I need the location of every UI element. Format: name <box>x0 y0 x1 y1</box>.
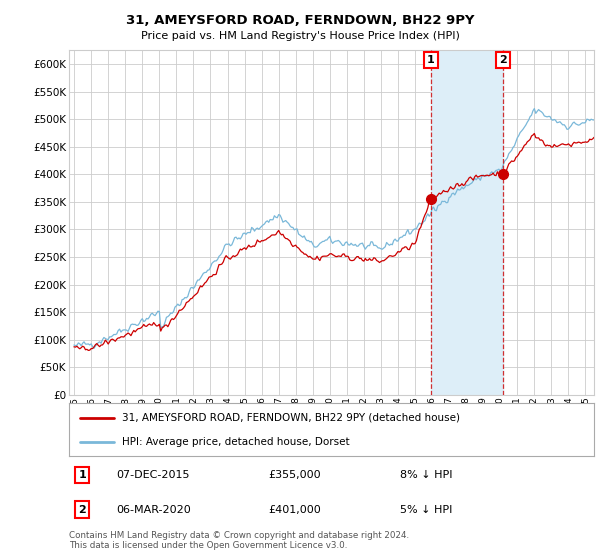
Text: 07-DEC-2015: 07-DEC-2015 <box>116 470 190 480</box>
Text: 8% ↓ HPI: 8% ↓ HPI <box>400 470 452 480</box>
Text: 1: 1 <box>427 55 434 66</box>
Text: £355,000: £355,000 <box>269 470 321 480</box>
Text: 2: 2 <box>499 55 507 66</box>
Bar <box>431 50 503 395</box>
Text: £401,000: £401,000 <box>269 505 321 515</box>
Text: 31, AMEYSFORD ROAD, FERNDOWN, BH22 9PY: 31, AMEYSFORD ROAD, FERNDOWN, BH22 9PY <box>126 14 474 27</box>
Text: 1: 1 <box>78 470 86 480</box>
Text: 5% ↓ HPI: 5% ↓ HPI <box>400 505 452 515</box>
Text: HPI: Average price, detached house, Dorset: HPI: Average price, detached house, Dors… <box>121 437 349 447</box>
Text: 06-MAR-2020: 06-MAR-2020 <box>116 505 191 515</box>
Text: 31, AMEYSFORD ROAD, FERNDOWN, BH22 9PY (detached house): 31, AMEYSFORD ROAD, FERNDOWN, BH22 9PY (… <box>121 413 460 423</box>
Text: Contains HM Land Registry data © Crown copyright and database right 2024.
This d: Contains HM Land Registry data © Crown c… <box>69 531 409 550</box>
Text: 2: 2 <box>78 505 86 515</box>
Text: Price paid vs. HM Land Registry's House Price Index (HPI): Price paid vs. HM Land Registry's House … <box>140 31 460 41</box>
